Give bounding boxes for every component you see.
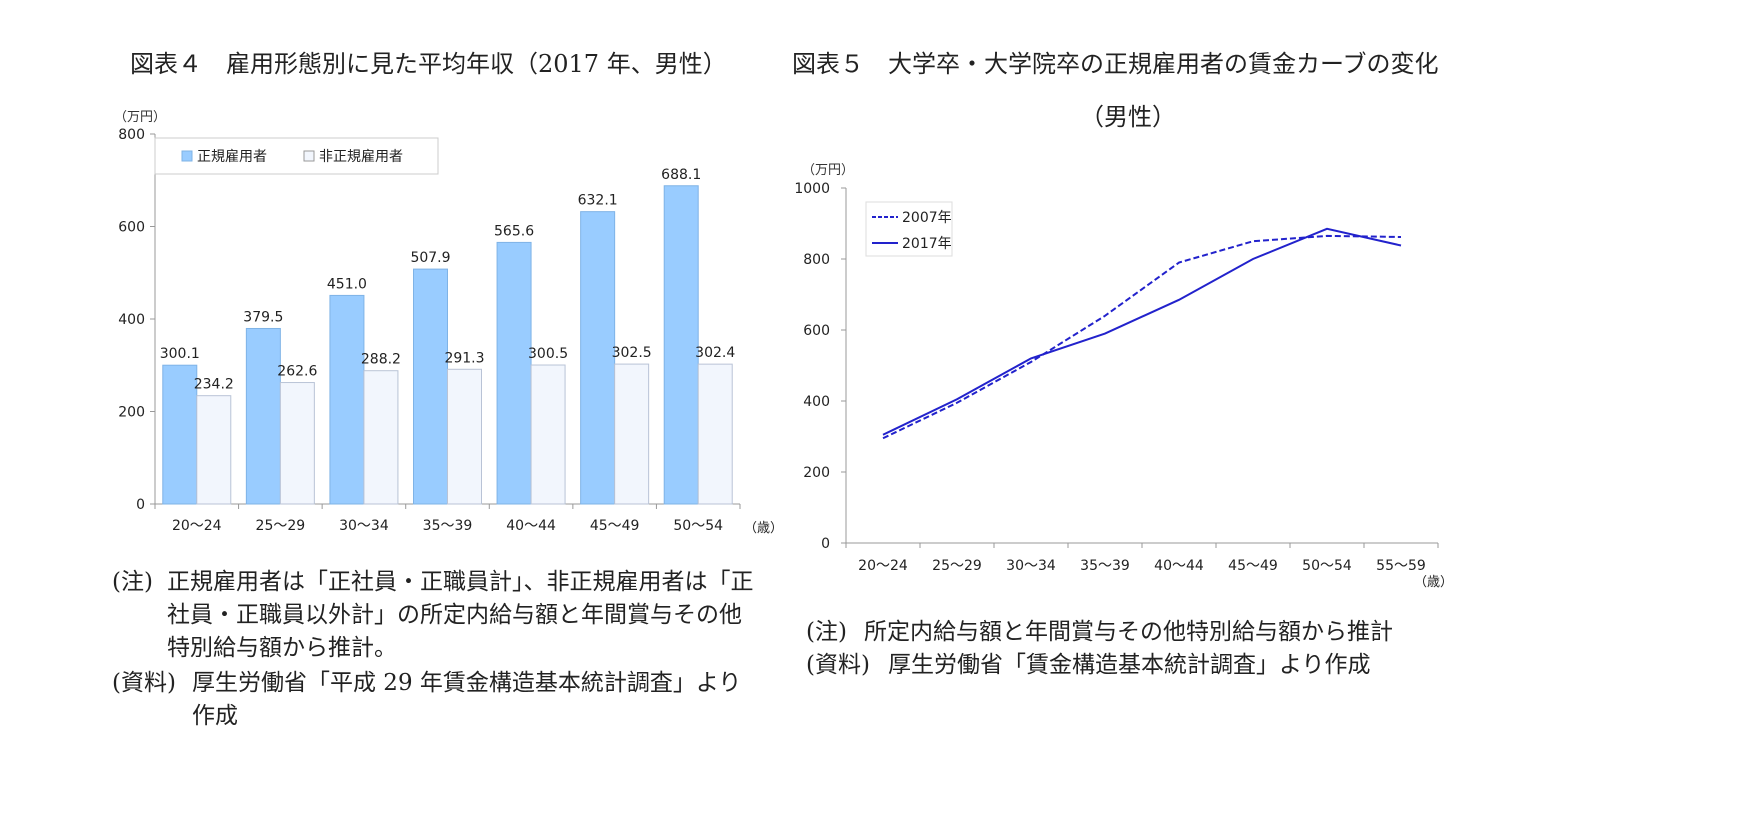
x-tick-label: 25〜29 — [256, 518, 306, 534]
legend-swatch — [303, 150, 315, 162]
figure5-note-label: (注) — [806, 619, 847, 645]
series-line — [882, 227, 1402, 436]
x-tick-label: 30〜34 — [339, 518, 389, 534]
x-tick-label: 55〜59 — [1376, 558, 1426, 574]
figure5-source-label: (資料) — [806, 652, 870, 678]
legend: 正規雇用者 非正規雇用者 — [154, 137, 439, 175]
bar-chart: （万円） 0 200 400 600 800 300.1 234.2 20〜24 379.5 262… — [114, 110, 780, 536]
x-tick-label: 20〜24 — [172, 518, 222, 534]
bar-data-label: 632.1 — [578, 193, 618, 209]
figure4-title: 図表４ 雇用形態別に見た平均年収（2017 年、男性） — [130, 50, 727, 78]
x-tick-label: 35〜39 — [423, 518, 473, 534]
bar-data-label: 507.9 — [410, 250, 450, 266]
y-tick-label: 800 — [118, 127, 145, 143]
figure5-source: (資料) 厚生労働省「賃金構造基本統計調査」より作成 — [806, 649, 1466, 682]
y-tick-label: 400 — [803, 394, 830, 410]
bar — [580, 211, 616, 505]
bar-data-label: 291.3 — [444, 350, 484, 366]
legend: 2007年 2017年 — [865, 201, 953, 257]
x-unit-label: （歳） — [744, 521, 780, 536]
x-tick-label: 40〜44 — [1154, 558, 1204, 574]
x-tick-label: 25〜29 — [932, 558, 982, 574]
bar — [530, 364, 566, 505]
bar — [496, 241, 532, 505]
figure4-source-label: (資料) — [112, 670, 176, 696]
bar — [196, 395, 232, 505]
figure5-note: (注) 所定内給与額と年間賞与その他特別給与額から推計 — [806, 616, 1466, 649]
legend-label: 2017年 — [902, 236, 952, 252]
bar — [614, 363, 650, 505]
y-tick-label: 200 — [803, 465, 830, 481]
y-tick-label: 400 — [118, 312, 145, 328]
figure4-note-label: (注) — [112, 569, 153, 595]
figure5-source-text: 厚生労働省「賃金構造基本統計調査」より作成 — [888, 652, 1371, 678]
bar — [447, 368, 482, 505]
legend-label: 正規雇用者 — [197, 148, 267, 165]
bar-data-label: 451.0 — [327, 276, 367, 292]
bar-data-label: 565.6 — [494, 223, 534, 239]
bar — [413, 268, 448, 505]
figure5-title: 図表５ 大学卒・大学院卒の正規雇用者の賃金カーブの変化 — [792, 50, 1439, 78]
bar — [697, 363, 733, 505]
figure4-note-text: 正規雇用者は「正社員・正職員計」、非正規雇用者は「正社員・正職員以外計」の所定内… — [167, 569, 754, 661]
x-tick-label: 50〜54 — [673, 518, 723, 534]
bar-data-label: 688.1 — [661, 167, 701, 183]
figure5-note-text: 所定内給与額と年間賞与その他特別給与額から推計 — [864, 619, 1393, 645]
x-tick-label: 35〜39 — [1080, 558, 1130, 574]
bar — [245, 327, 281, 505]
y-tick-label: 600 — [118, 220, 145, 236]
series-line — [882, 234, 1402, 440]
x-tick-label: 30〜34 — [1006, 558, 1056, 574]
y-unit-label: （万円） — [802, 163, 854, 178]
figure4-note: (注) 正規雇用者は「正社員・正職員計」、非正規雇用者は「正社員・正職員以外計」… — [112, 566, 762, 665]
legend-label: 非正規雇用者 — [319, 148, 403, 165]
x-tick-label: 50〜54 — [1302, 558, 1352, 574]
bar-data-label: 302.5 — [612, 345, 652, 361]
bar-data-label: 379.5 — [243, 309, 283, 325]
bar — [162, 364, 198, 505]
bar-data-label: 300.1 — [160, 346, 200, 362]
x-tick-label: 20〜24 — [858, 558, 908, 574]
legend-box — [154, 137, 439, 175]
x-tick-label: 40〜44 — [506, 518, 556, 534]
bar-data-label: 302.4 — [695, 345, 735, 361]
bar — [279, 382, 315, 505]
y-tick-label: 1000 — [794, 181, 830, 197]
bar — [329, 294, 365, 505]
figure4-source: (資料) 厚生労働省「平成 29 年賃金構造基本統計調査」より作成 — [112, 667, 762, 733]
x-unit-label: （歳） — [1414, 575, 1450, 590]
bar — [363, 370, 399, 505]
y-tick-label: 600 — [803, 323, 830, 339]
y-tick-label: 800 — [803, 252, 830, 268]
legend-label: 2007年 — [902, 210, 952, 226]
bar-data-label: 234.2 — [194, 377, 234, 393]
y-tick-label: 0 — [821, 536, 830, 552]
legend-swatch — [181, 150, 193, 162]
line-chart: （万円） 0 200 400 600 800 1000 20〜24 25〜29 30〜34 35〜3… — [794, 163, 1450, 590]
x-tick-label: 45〜49 — [1228, 558, 1278, 574]
bar — [663, 185, 699, 505]
figure5-notes: (注) 所定内給与額と年間賞与その他特別給与額から推計 (資料) 厚生労働省「賃… — [806, 616, 1466, 682]
figure4-notes: (注) 正規雇用者は「正社員・正職員計」、非正規雇用者は「正社員・正職員以外計」… — [112, 566, 762, 733]
bar-data-label: 300.5 — [528, 346, 568, 362]
y-tick-label: 0 — [136, 497, 145, 513]
y-tick-label: 200 — [118, 405, 145, 421]
bar-data-label: 288.2 — [361, 352, 401, 368]
legend-box — [865, 201, 953, 257]
x-tick-label: 45〜49 — [590, 518, 640, 534]
figure5-title-sub: （男性） — [1080, 103, 1176, 131]
figure4-source-text: 厚生労働省「平成 29 年賃金構造基本統計調査」より作成 — [192, 670, 742, 729]
bar-data-label: 262.6 — [277, 364, 317, 380]
y-unit-label: （万円） — [114, 110, 166, 125]
